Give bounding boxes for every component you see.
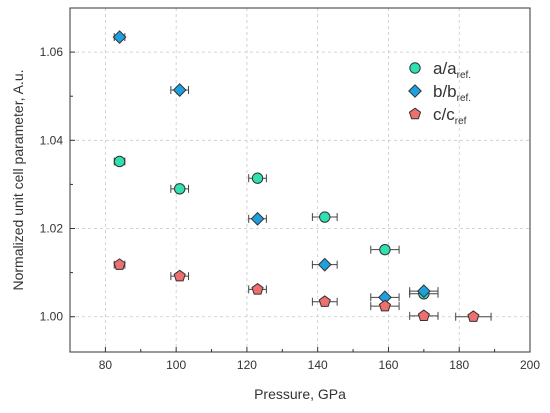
y-tick-label: 1.02 xyxy=(40,222,64,236)
data-point xyxy=(251,282,264,295)
x-tick-label: 120 xyxy=(237,358,257,372)
data-markers xyxy=(112,30,480,322)
data-point xyxy=(467,310,480,322)
x-tick-label: 100 xyxy=(166,358,186,372)
x-tick-label: 160 xyxy=(378,358,398,372)
grid xyxy=(70,8,531,352)
data-point xyxy=(173,269,186,282)
x-tick-label: 80 xyxy=(99,358,113,372)
legend-entry: a/aref. xyxy=(433,59,471,81)
data-point xyxy=(417,309,430,322)
legend-entry: b/bref. xyxy=(433,82,471,104)
data-point xyxy=(251,172,264,184)
x-axis-title: Pressure, GPa xyxy=(254,386,346,402)
x-tick-label: 180 xyxy=(449,358,469,372)
data-point xyxy=(416,284,431,299)
y-tick-label: 1.00 xyxy=(40,310,64,324)
plot-frame xyxy=(69,7,531,353)
legend-entry: c/cref xyxy=(433,105,467,127)
data-point xyxy=(317,257,332,272)
axis-ticks: 80 100 120 140 160 180 200 1.00 1.02 1.04 1.06 xyxy=(40,45,541,372)
data-point xyxy=(318,295,331,307)
legend-marker xyxy=(408,84,422,98)
data-point xyxy=(250,211,265,226)
data-point xyxy=(379,243,391,256)
data-point xyxy=(172,83,187,97)
data-point xyxy=(112,30,127,45)
y-tick-label: 1.06 xyxy=(40,45,64,59)
data-point xyxy=(378,299,392,312)
data-point xyxy=(113,155,126,168)
y-tick-label: 1.04 xyxy=(40,133,64,147)
y-axis-title: Normalized unit cell parameter, A.u. xyxy=(10,70,26,291)
x-tick-label: 200 xyxy=(520,358,540,372)
x-tick-label: 140 xyxy=(308,358,328,372)
legend-marker xyxy=(408,107,422,120)
data-point xyxy=(113,258,126,270)
data-point xyxy=(319,211,331,223)
legend-marker xyxy=(409,62,421,74)
data-point xyxy=(173,183,186,195)
legend: a/aref.b/bref.c/cref xyxy=(408,59,471,127)
